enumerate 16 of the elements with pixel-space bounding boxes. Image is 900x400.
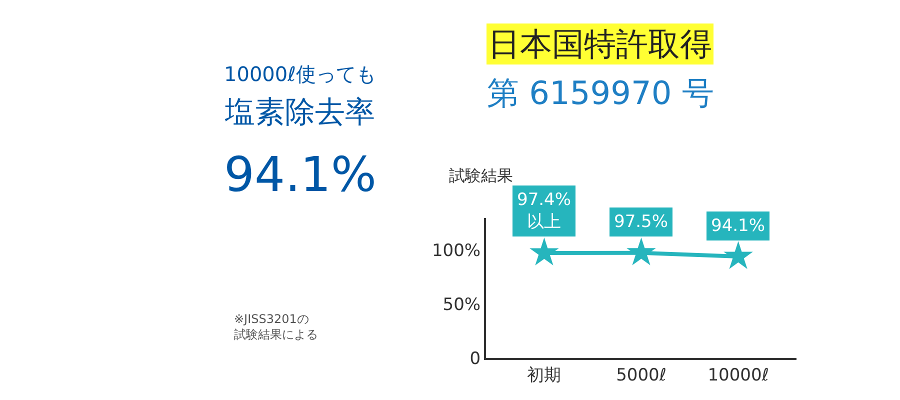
- text: ※JISS3201の試験結果による: [234, 312, 318, 342]
- text: 10000ℓ使っても: [224, 62, 376, 86]
- text: 94.1%: [224, 147, 376, 203]
- x-tick-label: 5000ℓ: [616, 365, 666, 386]
- data-label: 97.5%: [614, 212, 668, 232]
- x-tick-label: 10000ℓ: [708, 365, 769, 386]
- y-tick-label: 0: [470, 348, 481, 369]
- text: 日本国特許取得: [488, 25, 712, 63]
- data-label: 94.1%: [711, 216, 766, 236]
- y-tick-label: 50%: [442, 294, 481, 315]
- text: 第 6159970 号: [487, 74, 714, 112]
- x-tick-label: 初期: [527, 365, 562, 386]
- chart-title: 試験結果: [449, 166, 513, 185]
- y-tick-label: 100%: [432, 241, 481, 262]
- data-label: 97.4% 以上: [517, 190, 572, 232]
- text: 塩素除去率: [224, 95, 375, 130]
